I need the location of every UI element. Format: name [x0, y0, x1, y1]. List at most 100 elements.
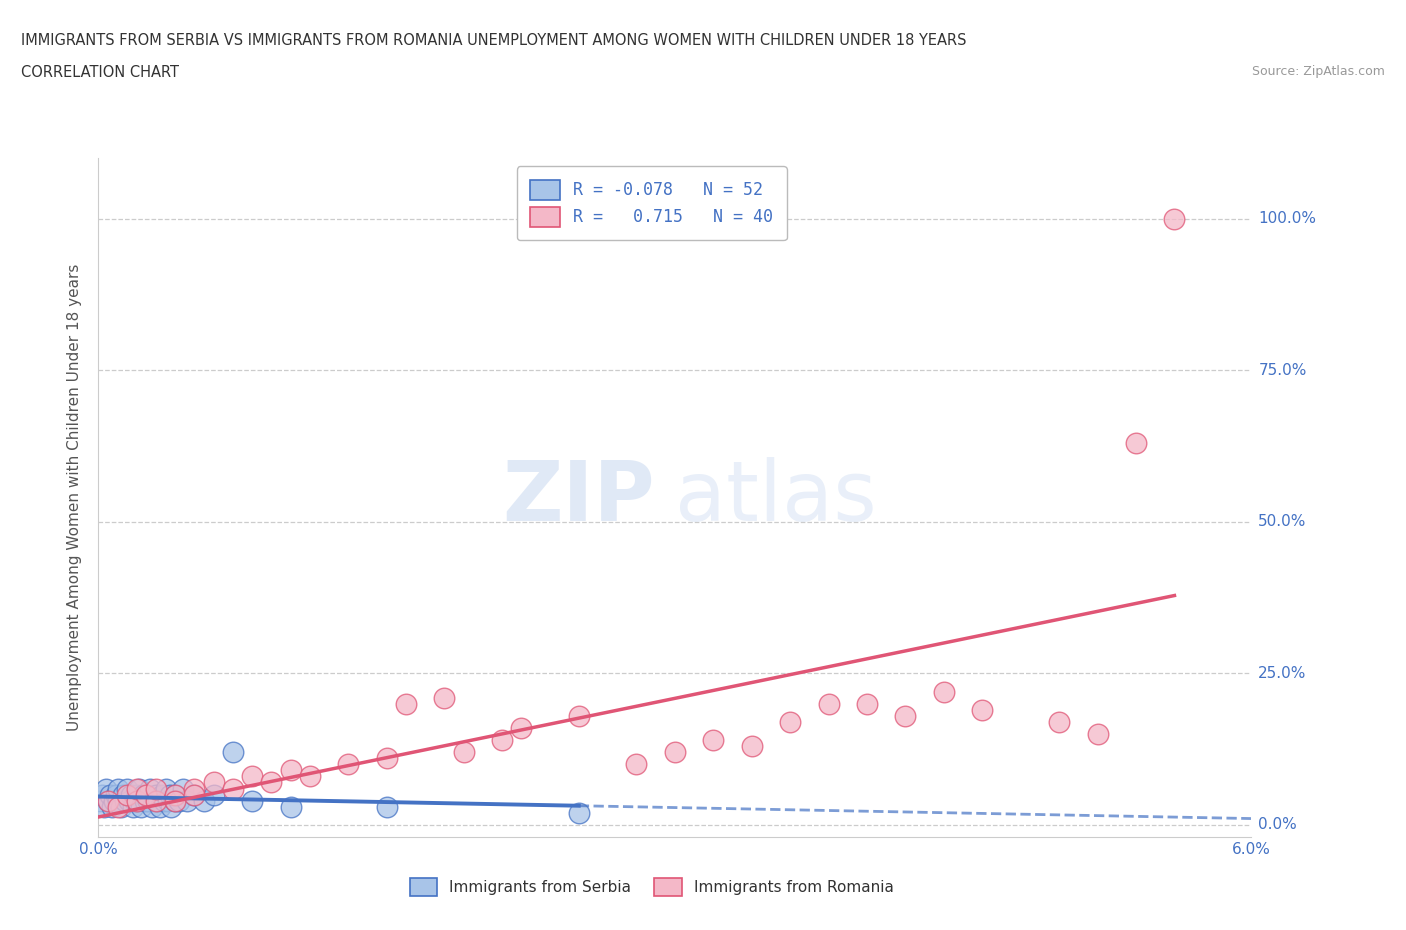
Point — [165, 787, 187, 802]
Point — [101, 799, 124, 814]
Point — [1163, 211, 1185, 226]
Point — [98, 787, 121, 802]
Point — [138, 793, 160, 808]
Point — [145, 793, 167, 808]
Point — [165, 787, 187, 802]
Point — [280, 763, 302, 777]
Point — [298, 769, 321, 784]
Point — [152, 793, 174, 808]
Point — [568, 709, 591, 724]
Point — [145, 787, 167, 802]
Point — [135, 787, 157, 802]
Point — [125, 787, 148, 802]
Point — [145, 793, 167, 808]
Point — [91, 787, 114, 802]
Text: CORRELATION CHART: CORRELATION CHART — [21, 65, 179, 80]
Point — [453, 745, 475, 760]
Point — [107, 793, 129, 808]
Text: atlas: atlas — [675, 457, 876, 538]
Point — [165, 793, 187, 808]
Text: 75.0%: 75.0% — [1258, 363, 1306, 378]
Point — [568, 805, 591, 820]
Point — [114, 793, 136, 808]
Point — [103, 793, 125, 808]
Point — [183, 781, 205, 796]
Point — [141, 799, 163, 814]
Text: Source: ZipAtlas.com: Source: ZipAtlas.com — [1251, 65, 1385, 78]
Point — [491, 733, 513, 748]
Text: IMMIGRANTS FROM SERBIA VS IMMIGRANTS FROM ROMANIA UNEMPLOYMENT AMONG WOMEN WITH : IMMIGRANTS FROM SERBIA VS IMMIGRANTS FRO… — [21, 33, 966, 47]
Point — [155, 781, 177, 796]
Point — [433, 690, 456, 705]
Point — [375, 799, 398, 814]
Point — [124, 793, 146, 808]
Text: 25.0%: 25.0% — [1258, 666, 1306, 681]
Point — [193, 793, 215, 808]
Point — [97, 793, 120, 808]
Point — [125, 793, 148, 808]
Point — [202, 787, 225, 802]
Point — [107, 799, 129, 814]
Point — [222, 781, 245, 796]
Text: 100.0%: 100.0% — [1258, 211, 1316, 226]
Point — [160, 799, 183, 814]
Point — [129, 799, 152, 814]
Point — [172, 781, 194, 796]
Point — [135, 787, 157, 802]
Point — [856, 697, 879, 711]
Point — [167, 793, 190, 808]
Point — [159, 787, 181, 802]
Point — [94, 781, 117, 796]
Point — [110, 799, 132, 814]
Point — [817, 697, 839, 711]
Point — [122, 799, 145, 814]
Point — [260, 775, 283, 790]
Point — [125, 781, 148, 796]
Point — [1125, 435, 1147, 450]
Point — [337, 757, 360, 772]
Point — [395, 697, 418, 711]
Point — [375, 751, 398, 765]
Point — [176, 793, 198, 808]
Point — [972, 702, 994, 717]
Point — [112, 787, 135, 802]
Point — [107, 781, 129, 796]
Point — [202, 775, 225, 790]
Point — [183, 787, 205, 802]
Point — [779, 714, 801, 729]
Point — [97, 793, 120, 808]
Legend: Immigrants from Serbia, Immigrants from Romania: Immigrants from Serbia, Immigrants from … — [402, 870, 901, 904]
Point — [741, 738, 763, 753]
Point — [240, 793, 263, 808]
Point — [117, 787, 139, 802]
Text: 0.0%: 0.0% — [1258, 817, 1298, 832]
Point — [104, 787, 127, 802]
Point — [139, 781, 162, 796]
Point — [93, 799, 115, 814]
Point — [156, 793, 179, 808]
Point — [125, 793, 148, 808]
Point — [134, 793, 156, 808]
Point — [145, 781, 167, 796]
Point — [240, 769, 263, 784]
Point — [510, 721, 533, 736]
Point — [146, 793, 169, 808]
Text: 50.0%: 50.0% — [1258, 514, 1306, 529]
Point — [1087, 726, 1109, 741]
Point — [89, 793, 111, 808]
Point — [702, 733, 724, 748]
Point — [117, 781, 139, 796]
Point — [222, 745, 245, 760]
Text: ZIP: ZIP — [502, 457, 654, 538]
Point — [150, 787, 173, 802]
Point — [664, 745, 686, 760]
Point — [894, 709, 917, 724]
Point — [118, 793, 141, 808]
Point — [626, 757, 648, 772]
Point — [165, 793, 187, 808]
Point — [1047, 714, 1070, 729]
Point — [128, 781, 150, 796]
Y-axis label: Unemployment Among Women with Children Under 18 years: Unemployment Among Women with Children U… — [67, 264, 83, 731]
Point — [149, 799, 172, 814]
Point — [932, 684, 955, 699]
